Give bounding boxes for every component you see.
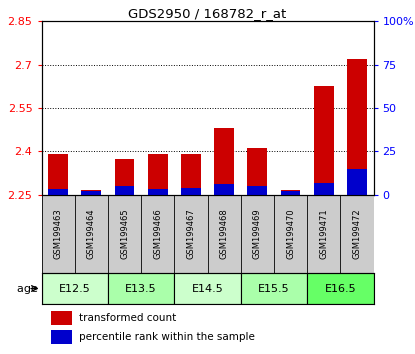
Bar: [247, 148, 267, 195]
Bar: [48, 154, 68, 195]
Bar: [81, 191, 101, 195]
Bar: [174, 273, 241, 304]
Bar: [181, 188, 201, 195]
Title: GDS2950 / 168782_r_at: GDS2950 / 168782_r_at: [128, 7, 287, 20]
Text: GSM199467: GSM199467: [186, 208, 195, 259]
Bar: [148, 189, 168, 195]
Bar: [181, 154, 201, 195]
Text: percentile rank within the sample: percentile rank within the sample: [79, 332, 255, 342]
Bar: [247, 186, 267, 195]
Text: GSM199468: GSM199468: [220, 208, 229, 259]
Bar: [281, 190, 300, 195]
Text: E13.5: E13.5: [125, 284, 157, 293]
Bar: [48, 189, 68, 195]
Bar: [347, 169, 367, 195]
Bar: [214, 184, 234, 195]
Text: GSM199472: GSM199472: [352, 208, 361, 259]
Bar: [51, 330, 72, 343]
Bar: [314, 183, 334, 195]
Bar: [314, 86, 334, 195]
Bar: [307, 273, 374, 304]
Text: GSM199463: GSM199463: [54, 208, 63, 259]
Bar: [214, 128, 234, 195]
Text: GSM199470: GSM199470: [286, 208, 295, 259]
Bar: [42, 273, 108, 304]
Bar: [148, 154, 168, 195]
Text: GSM199469: GSM199469: [253, 208, 262, 259]
Bar: [241, 273, 307, 304]
Bar: [115, 159, 134, 195]
Bar: [347, 59, 367, 195]
Text: E14.5: E14.5: [192, 284, 223, 293]
Text: E12.5: E12.5: [59, 284, 90, 293]
Text: GSM199464: GSM199464: [87, 208, 96, 259]
Text: E16.5: E16.5: [325, 284, 356, 293]
Bar: [281, 191, 300, 195]
Text: age: age: [17, 284, 42, 293]
Bar: [81, 190, 101, 195]
Text: transformed count: transformed count: [79, 313, 176, 323]
Bar: [108, 273, 174, 304]
Text: GSM199465: GSM199465: [120, 208, 129, 259]
Text: E15.5: E15.5: [258, 284, 290, 293]
Bar: [115, 186, 134, 195]
Bar: [51, 312, 72, 325]
Text: GSM199471: GSM199471: [319, 208, 328, 259]
Text: GSM199466: GSM199466: [153, 208, 162, 259]
